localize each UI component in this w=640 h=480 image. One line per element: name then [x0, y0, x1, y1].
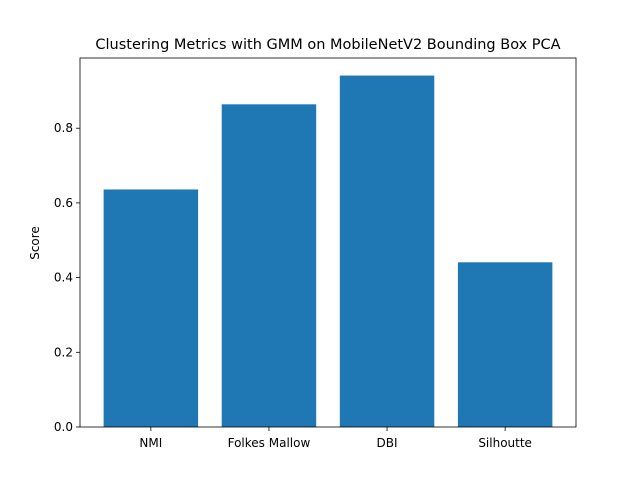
- y-tick-label: 0.4: [54, 271, 73, 285]
- y-tick-label: 0.6: [54, 196, 73, 210]
- y-tick-label: 0.0: [54, 420, 73, 434]
- y-tick-label: 0.2: [54, 345, 73, 359]
- bar-folkes-mallow: [221, 104, 317, 427]
- x-tick-label: DBI: [377, 436, 398, 450]
- bar-silhoutte: [457, 262, 553, 427]
- y-tick-label: 0.8: [54, 121, 73, 135]
- plot-area: NMI Folkes Mallow DBI Silhoutte 0.0 0.2 0.4 0.6…: [54, 57, 577, 450]
- plot-frame: [79, 57, 577, 428]
- x-tick-label: Folkes Mallow: [228, 436, 311, 450]
- x-tick-label: NMI: [139, 436, 162, 450]
- chart-title: Clustering Metrics with GMM on MobileNet…: [95, 37, 560, 53]
- bar-nmi: [103, 189, 199, 427]
- x-tick-label: Silhoutte: [478, 436, 532, 450]
- bar-dbi: [339, 75, 435, 427]
- y-axis-label: Score: [28, 226, 42, 260]
